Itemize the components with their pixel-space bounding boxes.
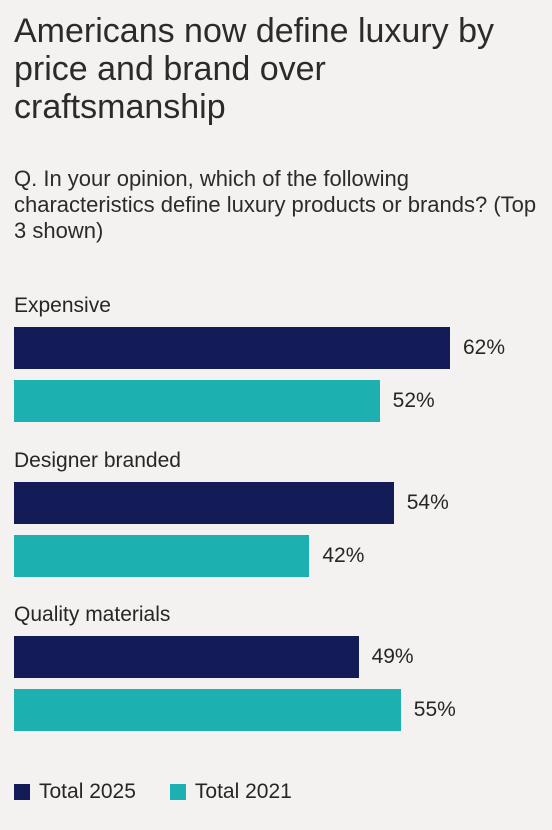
legend-swatch-2021 <box>169 784 186 800</box>
legend-item-2025: Total 2025 <box>14 780 136 804</box>
value-label-quality-materials-total-2025: 49% <box>371 645 414 668</box>
value-label-designer-branded-total-2021: 42% <box>322 544 365 567</box>
bar-expensive-total-2021 <box>14 380 380 422</box>
bar-expensive-total-2025 <box>14 327 450 369</box>
value-label-quality-materials-total-2021: 55% <box>413 698 456 721</box>
bar-quality-materials-total-2025 <box>14 636 359 678</box>
chart-title: Americans now define luxury by price and… <box>14 12 495 126</box>
bar-designer-branded-total-2021 <box>14 535 310 577</box>
category-label-expensive: Expensive <box>14 294 111 317</box>
legend-label-2021: Total 2021 <box>194 780 292 803</box>
category-label-quality-materials: Quality materials <box>14 603 171 626</box>
legend: Total 2025 Total 2021 <box>14 779 326 805</box>
legend-item-2021: Total 2021 <box>169 780 292 804</box>
bar-designer-branded-total-2025 <box>14 482 394 524</box>
value-label-expensive-total-2025: 62% <box>463 336 506 359</box>
category-label-designer-branded: Designer branded <box>14 449 181 472</box>
value-label-designer-branded-total-2025: 54% <box>406 491 449 514</box>
legend-label-2025: Total 2025 <box>39 780 136 803</box>
chart-subtitle: Q. In your opinion, which of the followi… <box>14 166 537 243</box>
legend-swatch-2025 <box>14 784 30 800</box>
bar-quality-materials-total-2021 <box>14 689 401 731</box>
value-label-expensive-total-2021: 52% <box>392 389 435 412</box>
